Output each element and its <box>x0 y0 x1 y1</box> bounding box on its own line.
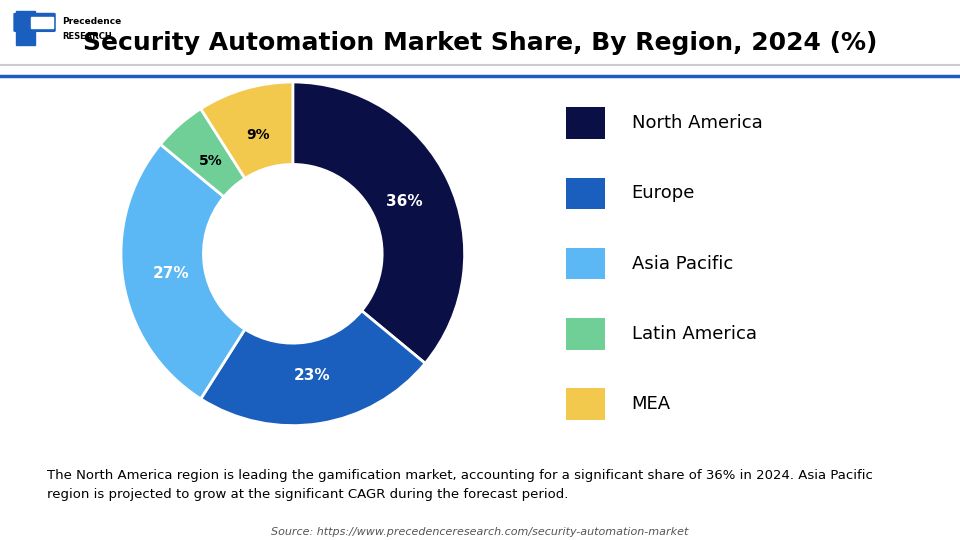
Text: Latin America: Latin America <box>632 325 756 343</box>
Text: 27%: 27% <box>153 266 189 281</box>
Wedge shape <box>121 144 245 399</box>
FancyBboxPatch shape <box>566 178 605 209</box>
Text: 36%: 36% <box>387 194 423 208</box>
Text: 9%: 9% <box>247 128 270 142</box>
Wedge shape <box>201 82 293 178</box>
Text: Security Automation Market Share, By Region, 2024 (%): Security Automation Market Share, By Reg… <box>83 31 877 55</box>
FancyBboxPatch shape <box>566 388 605 420</box>
FancyBboxPatch shape <box>13 13 56 32</box>
FancyBboxPatch shape <box>566 107 605 139</box>
Text: Precedence: Precedence <box>62 17 121 26</box>
Text: 23%: 23% <box>294 368 330 383</box>
Bar <box>31 17 54 28</box>
Text: RESEARCH: RESEARCH <box>62 32 111 41</box>
Text: The North America region is leading the gamification market, accounting for a si: The North America region is leading the … <box>47 469 873 501</box>
Wedge shape <box>201 310 425 426</box>
FancyBboxPatch shape <box>566 248 605 279</box>
Text: Source: https://www.precedenceresearch.com/security-automation-market: Source: https://www.precedenceresearch.c… <box>272 527 688 537</box>
Text: Europe: Europe <box>632 184 695 202</box>
Text: 5%: 5% <box>199 154 223 168</box>
Text: MEA: MEA <box>632 395 671 413</box>
FancyBboxPatch shape <box>566 318 605 349</box>
Text: Asia Pacific: Asia Pacific <box>632 254 732 273</box>
Wedge shape <box>293 82 465 363</box>
Text: North America: North America <box>632 114 762 132</box>
Wedge shape <box>160 109 245 197</box>
Bar <box>15 11 35 45</box>
